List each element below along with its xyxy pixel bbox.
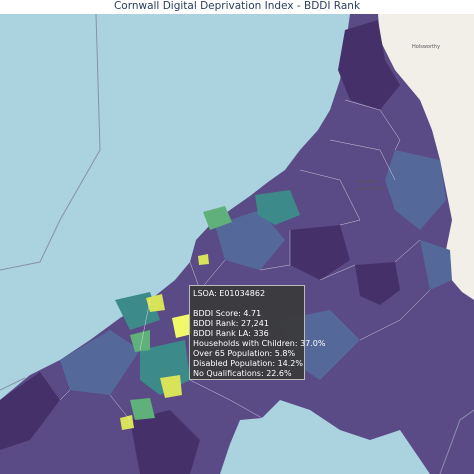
region-deep-1[interactable] xyxy=(338,20,400,110)
lsoa-boundaries xyxy=(59,99,431,421)
tooltip-households: Households with Children: 37.0% xyxy=(193,339,326,348)
region-green-2[interactable] xyxy=(130,398,155,420)
town-label-centre-2: Launceston xyxy=(356,186,385,192)
region-green-3[interactable] xyxy=(130,330,150,352)
region-yellow-1[interactable] xyxy=(146,294,165,312)
town-label-north: Holsworthy xyxy=(412,44,440,50)
region-deep-5[interactable] xyxy=(130,410,200,474)
tooltip-score: BDDI Score: 4.71 xyxy=(193,309,262,318)
region-teal-1[interactable] xyxy=(255,190,300,225)
region-green-1[interactable] xyxy=(203,206,232,230)
region-slate-5[interactable] xyxy=(420,240,452,290)
region-slate-2[interactable] xyxy=(385,150,446,230)
tooltip-over65: Over 65 Population: 5.8% xyxy=(193,349,296,358)
region-deep-2[interactable] xyxy=(355,262,400,305)
map-title: Cornwall Digital Deprivation Index - BDD… xyxy=(113,0,361,12)
tooltip-lsoa: LSOA: E01034862 xyxy=(193,289,266,298)
tooltip-spacer xyxy=(193,299,301,309)
sea-boundary-lines xyxy=(0,14,474,474)
map-canvas[interactable]: Holsworthy Cornwall Launceston xyxy=(0,14,474,474)
town-label-centre: Cornwall xyxy=(356,179,378,185)
region-yellow-3[interactable] xyxy=(120,415,134,430)
choropleth-map[interactable]: Holsworthy Cornwall Launceston xyxy=(0,14,474,474)
tooltip-rank-la: BDDI Rank LA: 336 xyxy=(193,329,269,338)
tooltip-disabled: Disabled Population: 14.2% xyxy=(193,359,303,368)
devon-land xyxy=(378,14,474,300)
hovered-lsoa[interactable] xyxy=(172,314,192,338)
tooltip-noqual: No Qualifications: 22.6% xyxy=(193,369,292,378)
region-slate-4[interactable] xyxy=(60,330,140,395)
region-deep-4[interactable] xyxy=(0,372,60,450)
lsoa-tooltip: LSOA: E01034862 BDDI Score: 4.71 BDDI Ra… xyxy=(189,285,326,380)
region-yellow-2[interactable] xyxy=(160,375,182,398)
region-slate-1[interactable] xyxy=(215,210,285,270)
tooltip-rank: BDDI Rank: 27,241 xyxy=(193,319,269,328)
region-yellow-4[interactable] xyxy=(198,254,209,265)
region-deep-3[interactable] xyxy=(290,225,350,280)
